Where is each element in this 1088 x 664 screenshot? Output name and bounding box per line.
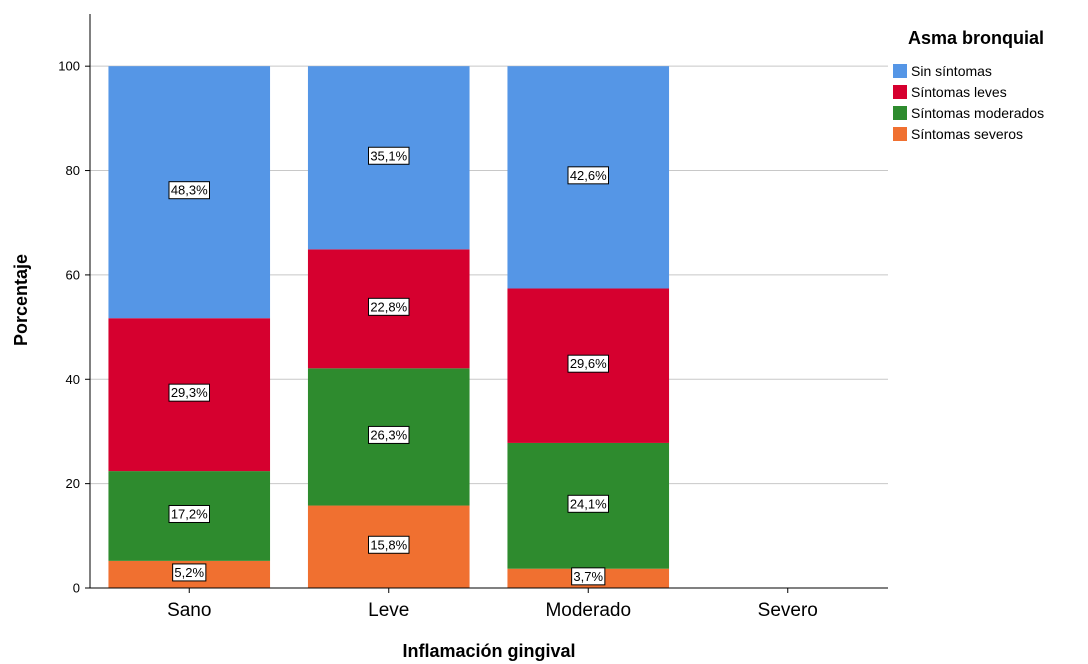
data-label-box [168, 181, 210, 200]
legend-swatch [893, 127, 907, 141]
x-tick-label: Moderado [545, 600, 631, 621]
data-label-box [567, 166, 609, 185]
legend-label: Síntomas severos [911, 126, 1023, 142]
legend-label: Síntomas moderados [911, 105, 1044, 121]
x-tick-label: Leve [368, 600, 409, 621]
data-label-box [571, 567, 606, 586]
data-label: 42,6% [570, 168, 607, 183]
data-label-box [368, 535, 410, 554]
data-label: 17,2% [171, 506, 208, 521]
data-label: 22,8% [370, 299, 407, 314]
data-labels: 5,2% 17,2% 29,3% 48,3% 15,8% 26,3% 22,8% 35,1% 3… [168, 146, 609, 586]
legend-label: Sin síntomas [911, 63, 992, 79]
x-ticks: Sano Leve Moderado Severo [167, 588, 818, 621]
y-ticks: 0 20 40 60 80 100 [58, 59, 90, 596]
data-label-box [172, 563, 207, 582]
data-label-box [368, 146, 410, 165]
data-label: 35,1% [370, 148, 407, 163]
x-tick-label: Severo [758, 600, 818, 621]
data-label-box [168, 504, 210, 523]
data-label: 29,6% [570, 356, 607, 371]
x-tick-label: Sano [167, 600, 211, 621]
y-axis-title: Porcentaje [11, 254, 31, 346]
y-tick-label: 20 [66, 476, 80, 491]
data-label-box [368, 425, 410, 444]
legend: Asma bronquial Sin síntomas Síntomas leve… [893, 28, 1044, 142]
y-tick-label: 80 [66, 163, 80, 178]
data-label: 15,8% [370, 537, 407, 552]
data-label-box [567, 494, 609, 513]
data-label: 29,3% [171, 385, 208, 400]
axes [89, 14, 888, 589]
legend-label: Síntomas leves [911, 84, 1007, 100]
data-label-box [567, 354, 609, 373]
y-tick-label: 60 [66, 267, 80, 282]
data-label: 26,3% [370, 427, 407, 442]
data-label: 48,3% [171, 183, 208, 198]
data-label-box [368, 297, 410, 316]
legend-title: Asma bronquial [908, 28, 1044, 48]
y-tick-label: 100 [58, 59, 80, 74]
y-tick-label: 0 [73, 581, 80, 596]
legend-swatch [893, 64, 907, 78]
legend-swatch [893, 106, 907, 120]
legend-swatch [893, 85, 907, 99]
y-tick-label: 40 [66, 372, 80, 387]
x-axis-title: Inflamación gingival [402, 641, 575, 661]
data-label: 5,2% [174, 565, 204, 580]
data-label: 24,1% [570, 496, 607, 511]
data-label: 3,7% [573, 569, 603, 584]
data-label-box [168, 383, 210, 402]
